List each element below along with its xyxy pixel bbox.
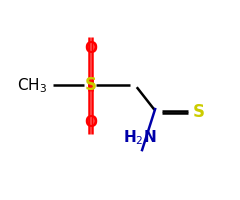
Text: S: S [193, 103, 205, 121]
Text: CH$_3$: CH$_3$ [17, 76, 47, 95]
Text: S: S [84, 76, 96, 94]
Text: O: O [84, 41, 97, 56]
Text: O: O [84, 115, 97, 130]
Text: H$_2$N: H$_2$N [123, 129, 156, 147]
